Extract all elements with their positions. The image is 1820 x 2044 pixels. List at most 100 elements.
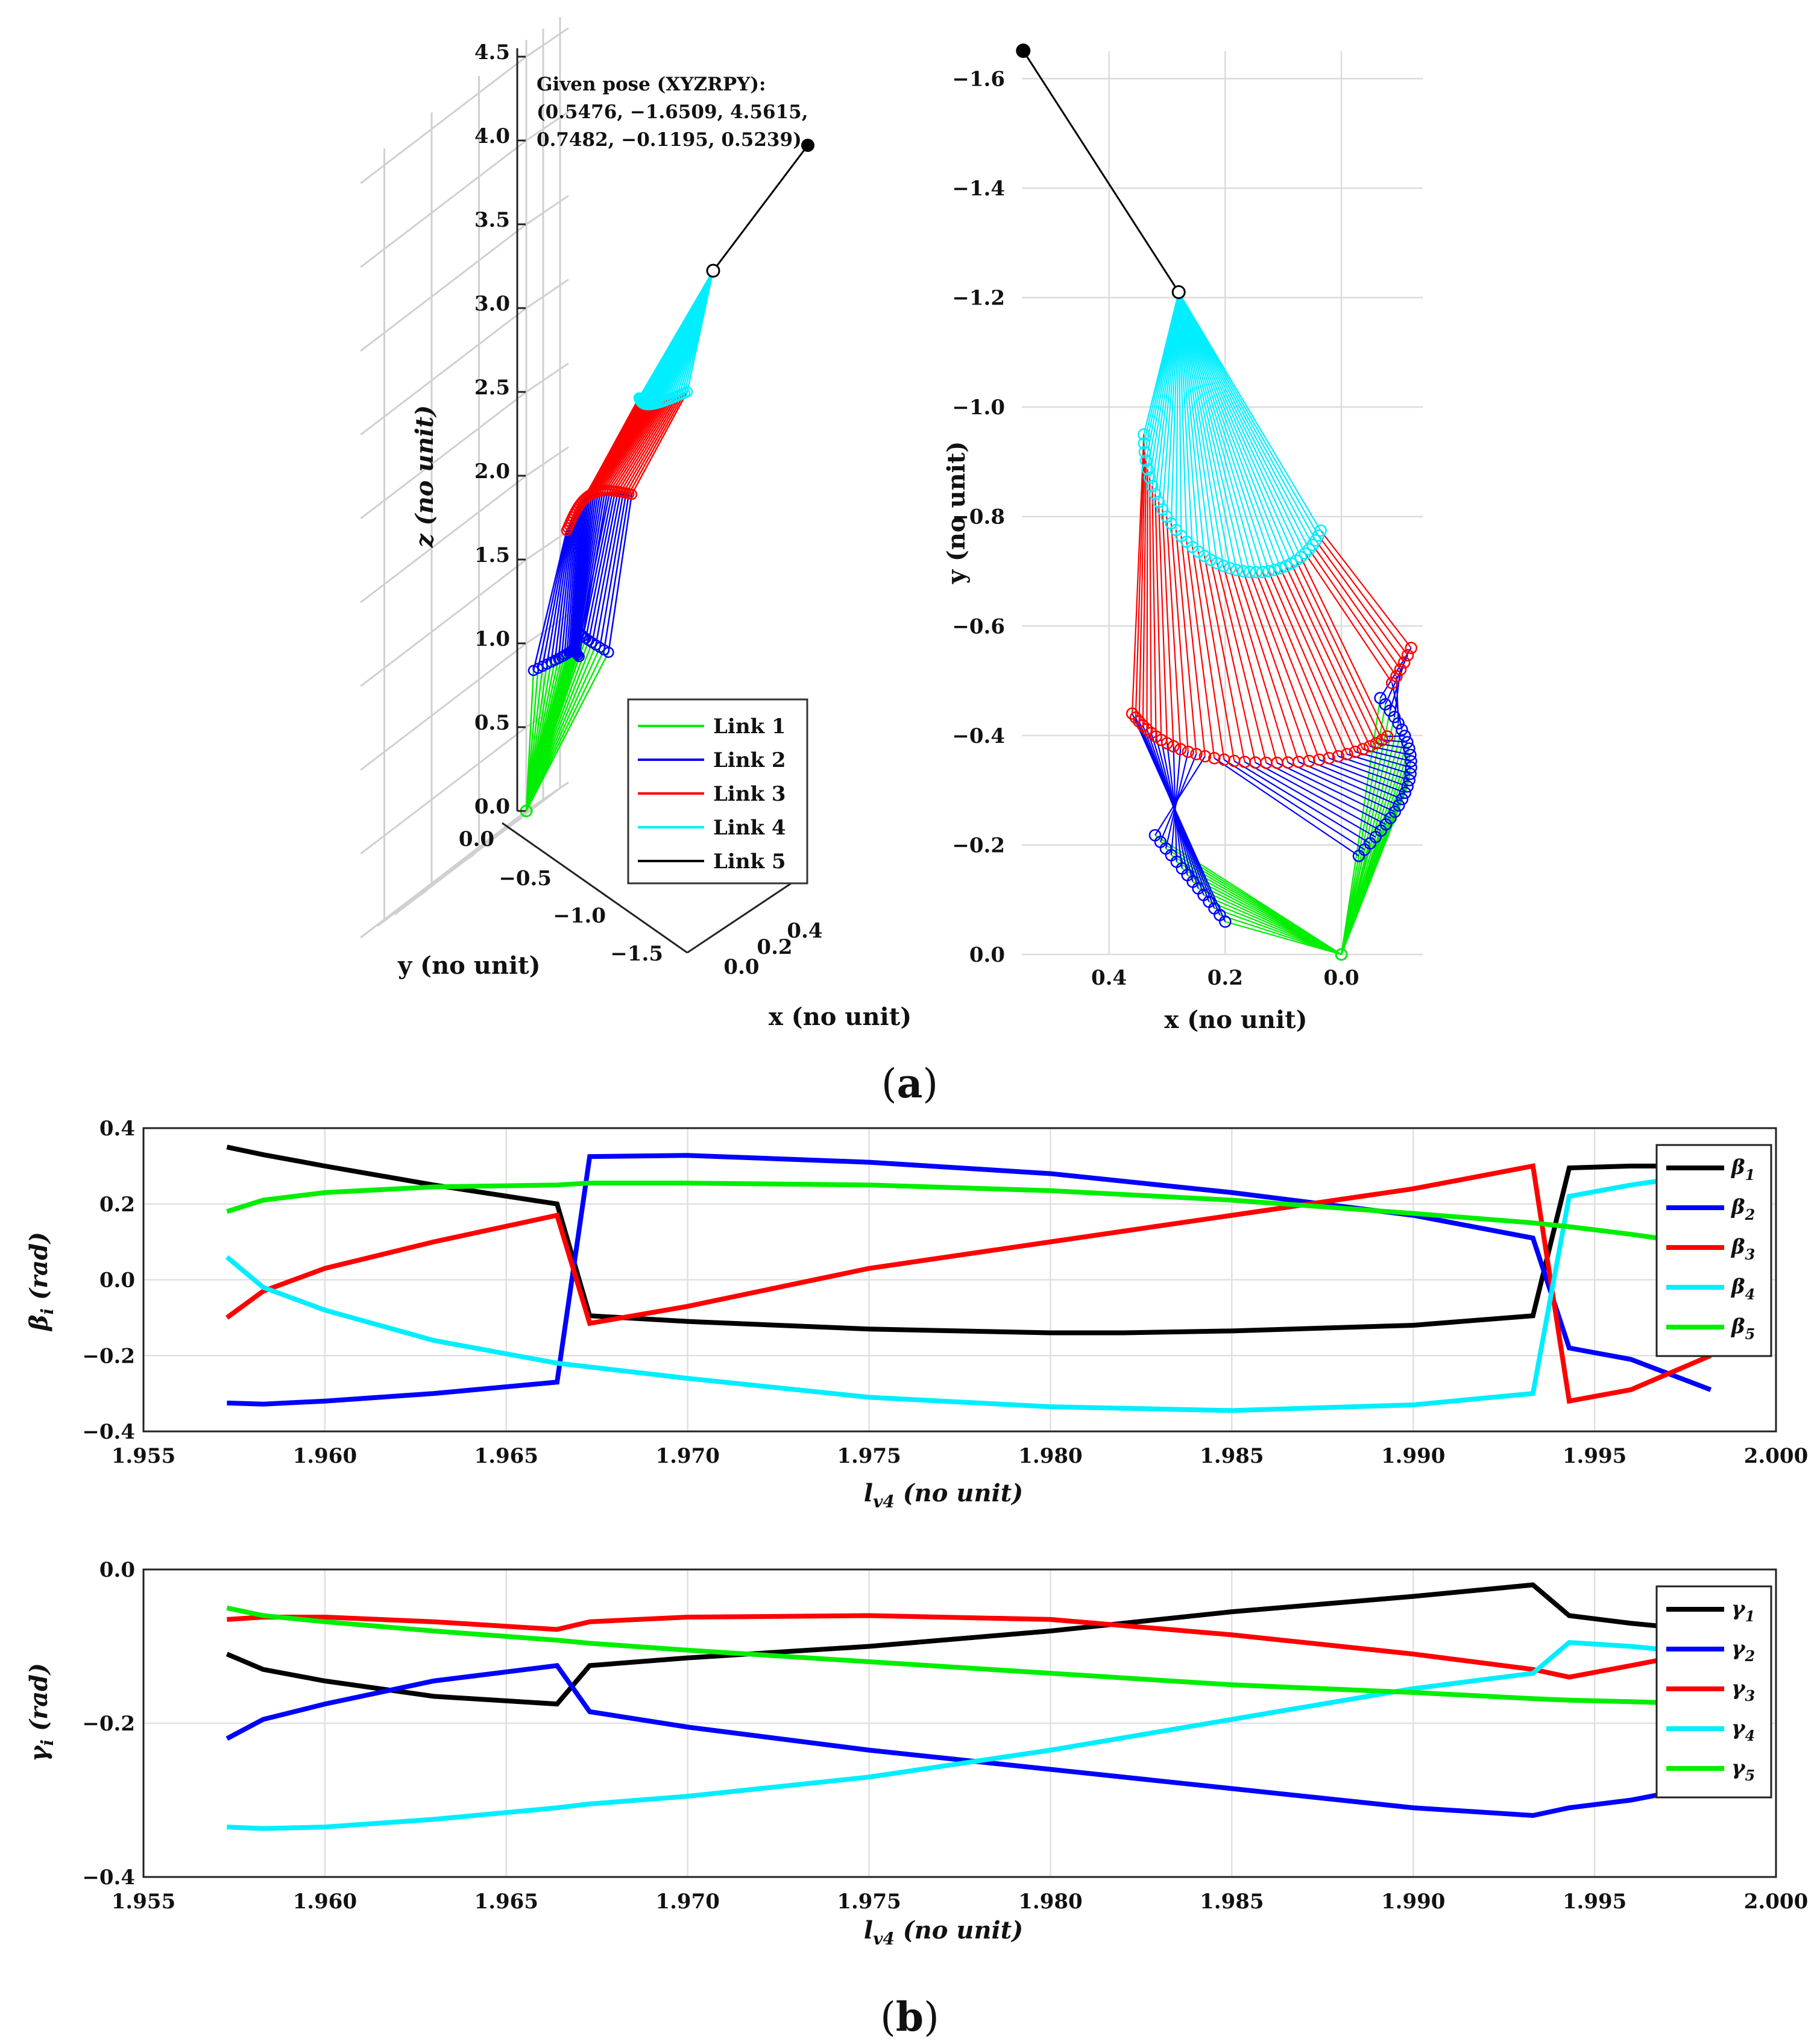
xy-link3-segment [1191, 546, 1225, 760]
gamma-series-5-line [226, 1605, 1711, 1707]
grid-line-z [360, 642, 527, 771]
grid-line-z [526, 446, 569, 477]
xy-link4-segment [1178, 292, 1302, 558]
link1-segment [525, 645, 597, 812]
link3-segment [593, 403, 654, 494]
xy-link4-segment [1178, 292, 1218, 564]
link2-segment [585, 491, 616, 639]
link4-joint-marker [681, 386, 693, 398]
xy-link4-segment [1178, 292, 1193, 547]
gamma-x-tick-label: 1.995 [1563, 1890, 1626, 1914]
xy-link4-segment [1178, 292, 1205, 557]
xy-link3-segment [1223, 566, 1278, 763]
xy-link2-joint [1384, 812, 1397, 824]
xy-link2-joint [1405, 761, 1417, 774]
xy-link4-segment [1154, 292, 1180, 494]
panel-a-label: (a) [881, 1060, 938, 1107]
z-tick-label: 1.5 [474, 543, 510, 567]
xy-link1-segment [1214, 907, 1342, 956]
xy-link2-joint [1388, 710, 1401, 724]
xy-ticks: 0.0 −0.2 −0.4 −0.6 −0.8 −1.0 −1.2 −1.4 −1.6 0.4 0.… [952, 67, 1359, 990]
xy-link3-joint [1182, 745, 1195, 759]
xy-link3-segment [1138, 452, 1146, 722]
xy-x-tick-label: 0.4 [1091, 966, 1127, 990]
gamma-y-axis-label: γi (rad) [25, 1663, 57, 1762]
gamma-x-axis-label: lv4 (no unit) [864, 1916, 1023, 1949]
xy-link3-joint [1370, 737, 1383, 749]
xy-link3-joint [1323, 752, 1335, 765]
link2-segment [568, 505, 581, 653]
xy-link2-joint [1388, 806, 1402, 818]
xy-link4-joint [1236, 565, 1250, 578]
gamma-x-tick-label: 1.985 [1200, 1890, 1264, 1914]
link2-segment [532, 530, 568, 671]
y-axis-ticks-3d: 0.0−0.5−1.0−1.5 [459, 827, 663, 966]
gamma-axes-frame [142, 1568, 1777, 1878]
xy-link4-segment [1178, 291, 1321, 531]
link3-segment [585, 404, 649, 499]
xy-link4-segment [1178, 292, 1292, 564]
xy-link3-joint [1363, 740, 1376, 752]
xy-link4-joint [1314, 524, 1327, 537]
gamma-x-tick-label: 1.960 [293, 1890, 357, 1914]
link3-segment [620, 396, 678, 493]
grid-line-x [377, 798, 544, 927]
xy-link4-joint [1146, 479, 1159, 493]
xy-link3-segment [1210, 560, 1256, 763]
beta-plot: 1.955 1.960 1.965 1.970 1.975 1.980 1.985 1.990… [82, 1117, 1808, 1468]
grid-line-x [394, 787, 561, 916]
xy-link2-segment [1370, 745, 1411, 756]
xy-link3-segment [1180, 535, 1206, 757]
pose-annotation-line1: Given pose (XYZRPY): [537, 74, 766, 95]
beta-series-1-line [226, 1144, 1711, 1336]
z-tick-label: 2.0 [474, 459, 510, 484]
beta-series-4-line [225, 1171, 1711, 1413]
xy-link3-segment [1268, 570, 1348, 755]
xy-link2-segment [1265, 762, 1387, 825]
link3-segment [604, 401, 664, 491]
beta-y-tick-label: 0.4 [99, 1117, 135, 1141]
z-tick-label: 3.0 [474, 292, 510, 316]
grid-line-x [360, 810, 527, 939]
gamma-legend-label-5: γ5 [1731, 1756, 1755, 1784]
beta-axes-frame [142, 1127, 1777, 1433]
xy-end-effector [1016, 43, 1031, 58]
grid-line-z [526, 362, 569, 393]
link5-segment [712, 145, 809, 271]
xy-link3-segment [1162, 509, 1174, 746]
xy-link4-joint [1224, 562, 1236, 575]
xy-link1-segment [1340, 710, 1391, 955]
grid-line-z [360, 223, 527, 352]
gamma-y-tick-label: 0.0 [99, 1558, 135, 1582]
grid-line-z [526, 614, 569, 645]
xy-link2-joint [1396, 723, 1408, 736]
xy-link4-joint [1138, 428, 1150, 441]
pose-annotation-line2: (0.5476, −1.6509, 4.5615, [537, 101, 808, 123]
xy-grid [1022, 51, 1423, 956]
gamma-x-tick-label: 2.000 [1744, 1890, 1808, 1914]
xy-link2-segment [1287, 762, 1396, 813]
xy-link3-segment [1285, 566, 1371, 747]
link3-segment [614, 397, 673, 492]
xy-link4-segment [1178, 292, 1257, 573]
gamma-series-3-line [227, 1613, 1711, 1680]
gamma-x-tick-label: 1.990 [1381, 1890, 1445, 1914]
xy-link3-segment [1236, 570, 1300, 762]
plot-xy-top-view: 0.0 −0.2 −0.4 −0.6 −0.8 −1.0 −1.2 −1.4 −1.6 0.4 0.… [942, 43, 1423, 1034]
xy-link4-joint [1217, 560, 1230, 572]
legend-label-link5: Link 5 [713, 850, 786, 874]
xy-link4-joint [1250, 566, 1262, 579]
xy-link2-joint [1405, 755, 1417, 768]
xy-link2-segment [1244, 761, 1376, 838]
link2-segment [564, 509, 578, 655]
xy-link3-segment [1149, 478, 1152, 733]
link3-segment [622, 394, 681, 493]
xy-link2-joint [1392, 717, 1405, 730]
gamma-x-tick-label: 1.965 [474, 1890, 538, 1914]
xy-link3-segment [1290, 563, 1377, 744]
gamma-plot: 1.955 1.960 1.965 1.970 1.975 1.980 1.985 1.990… [82, 1558, 1808, 1914]
xy-link2-segment [1382, 739, 1408, 743]
xy-link4-segment [1178, 292, 1297, 561]
xy-link3-segment [1229, 568, 1289, 763]
link2-segment [541, 525, 570, 667]
